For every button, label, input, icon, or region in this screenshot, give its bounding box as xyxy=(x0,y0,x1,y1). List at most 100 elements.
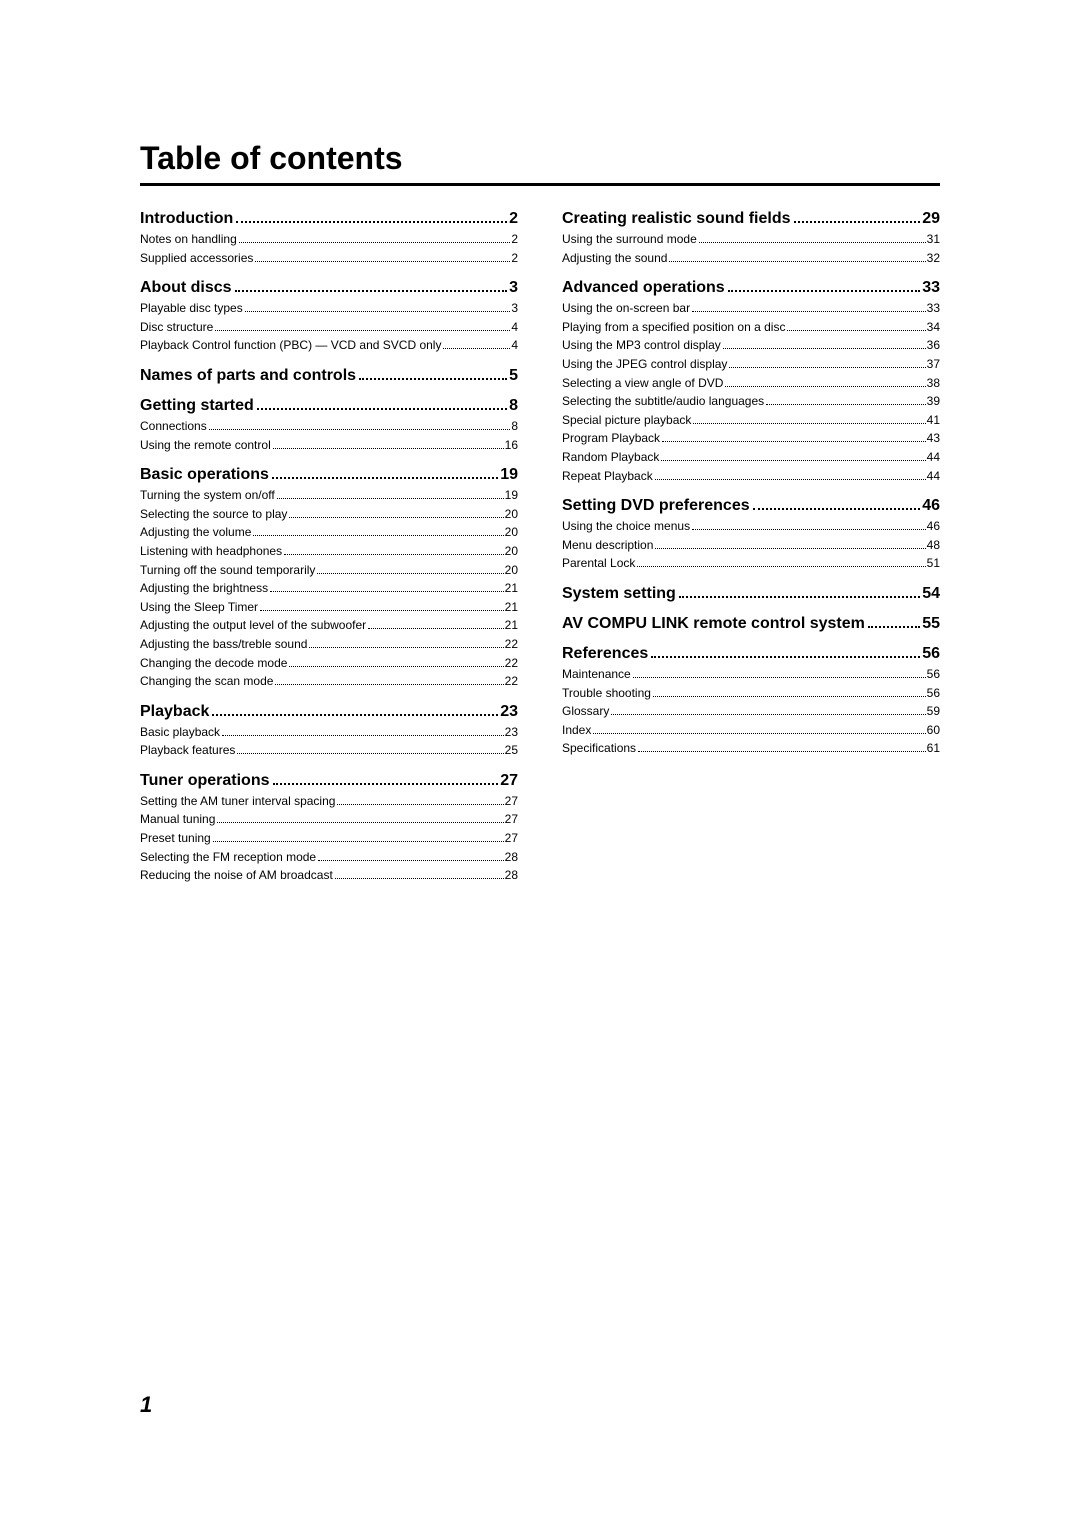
toc-leader-dots xyxy=(637,566,925,567)
toc-leader-dots xyxy=(239,242,511,243)
toc-leader-dots xyxy=(692,529,926,530)
toc-entry-page: 23 xyxy=(505,723,518,742)
toc-entry: Adjusting the volume20 xyxy=(140,523,518,542)
toc-section: Tuner operations27 xyxy=(140,772,518,790)
toc-leader-dots xyxy=(693,423,925,424)
toc-entry-page: 44 xyxy=(927,467,940,486)
toc-entry: Notes on handling2 xyxy=(140,230,518,249)
toc-entry-page: 22 xyxy=(505,654,518,673)
toc-entry-page: 37 xyxy=(927,355,940,374)
toc-section-page: 27 xyxy=(500,772,518,790)
toc-entry-page: 36 xyxy=(927,336,940,355)
toc-entry: Maintenance56 xyxy=(562,665,940,684)
toc-entry-title: Setting the AM tuner interval spacing xyxy=(140,792,335,811)
toc-entry: Setting the AM tuner interval spacing27 xyxy=(140,792,518,811)
toc-entry-title: Notes on handling xyxy=(140,230,237,249)
toc-section: Getting started8 xyxy=(140,397,518,415)
toc-section-page: 46 xyxy=(922,497,940,515)
toc-entry-page: 21 xyxy=(505,616,518,635)
toc-entry-title: Manual tuning xyxy=(140,810,215,829)
toc-entry: Index60 xyxy=(562,721,940,740)
toc-entry: Basic playback23 xyxy=(140,723,518,742)
toc-section: Creating realistic sound fields29 xyxy=(562,210,940,228)
toc-leader-dots xyxy=(725,386,925,387)
toc-leader-dots xyxy=(679,596,920,598)
toc-section-page: 5 xyxy=(509,367,518,385)
toc-entry-page: 32 xyxy=(927,249,940,268)
toc-entry-page: 20 xyxy=(505,542,518,561)
toc-entry: Repeat Playback44 xyxy=(562,467,940,486)
toc-entry-title: Using the remote control xyxy=(140,436,271,455)
toc-section-page: 29 xyxy=(922,210,940,228)
toc-entry-title: Listening with headphones xyxy=(140,542,282,561)
toc-column-right: Creating realistic sound fields29 Using t… xyxy=(562,210,940,885)
toc-leader-dots xyxy=(289,666,503,667)
toc-leader-dots xyxy=(692,311,926,312)
toc-entry-title: Using the on-screen bar xyxy=(562,299,690,318)
toc-section-title: Names of parts and controls xyxy=(140,367,356,385)
toc-section-page: 8 xyxy=(509,397,518,415)
toc-entry: Specifications61 xyxy=(562,739,940,758)
toc-entry-page: 25 xyxy=(505,741,518,760)
toc-leader-dots xyxy=(260,610,504,611)
toc-entry-title: Playing from a specified position on a d… xyxy=(562,318,785,337)
toc-entry-title: Program Playback xyxy=(562,429,660,448)
toc-entry: Selecting the source to play20 xyxy=(140,505,518,524)
toc-entry-page: 48 xyxy=(927,536,940,555)
toc-entry: Using the Sleep Timer21 xyxy=(140,598,518,617)
toc-leader-dots xyxy=(273,783,499,785)
toc-entry: Adjusting the brightness21 xyxy=(140,579,518,598)
toc-entry-page: 28 xyxy=(505,848,518,867)
toc-entry-title: Connections xyxy=(140,417,207,436)
toc-entry-page: 21 xyxy=(505,579,518,598)
toc-leader-dots xyxy=(651,656,920,658)
toc-entry-title: Specifications xyxy=(562,739,636,758)
toc-entry: Playable disc types3 xyxy=(140,299,518,318)
toc-entry: Playback features25 xyxy=(140,741,518,760)
toc-section-page: 19 xyxy=(500,466,518,484)
toc-entry-page: 4 xyxy=(511,318,518,337)
toc-entry-title: Menu description xyxy=(562,536,653,555)
toc-entry-page: 41 xyxy=(927,411,940,430)
toc-entry: Selecting the subtitle/audio languages39 xyxy=(562,392,940,411)
toc-section-title: Setting DVD preferences xyxy=(562,497,750,515)
toc-leader-dots xyxy=(275,684,503,685)
toc-leader-dots xyxy=(655,548,925,549)
toc-entry-title: Turning off the sound temporarily xyxy=(140,561,315,580)
toc-section: Basic operations19 xyxy=(140,466,518,484)
toc-entry: Random Playback44 xyxy=(562,448,940,467)
toc-entry: Changing the scan mode22 xyxy=(140,672,518,691)
toc-entry: Selecting the FM reception mode 28 xyxy=(140,848,518,867)
toc-leader-dots xyxy=(255,261,510,262)
toc-entry-title: Index xyxy=(562,721,591,740)
toc-column-left: Introduction2Notes on handling2Supplied … xyxy=(140,210,518,885)
toc-entry: Supplied accessories2 xyxy=(140,249,518,268)
toc-leader-dots xyxy=(638,751,926,752)
toc-leader-dots xyxy=(245,311,511,312)
toc-entry: Using the on-screen bar33 xyxy=(562,299,940,318)
toc-section: Setting DVD preferences 46 xyxy=(562,497,940,515)
toc-leader-dots xyxy=(277,498,504,499)
toc-entry-title: Parental Lock xyxy=(562,554,635,573)
toc-entry: Preset tuning27 xyxy=(140,829,518,848)
toc-section-page: 54 xyxy=(922,585,940,603)
toc-entry-title: Using the JPEG control display xyxy=(562,355,727,374)
toc-entry-page: 51 xyxy=(927,554,940,573)
toc-section-title: Introduction xyxy=(140,210,233,228)
toc-entry-page: 8 xyxy=(511,417,518,436)
toc-leader-dots xyxy=(669,261,925,262)
toc-leader-dots xyxy=(217,822,503,823)
toc-leader-dots xyxy=(662,441,926,442)
toc-entry-page: 3 xyxy=(511,299,518,318)
toc-entry: Program Playback43 xyxy=(562,429,940,448)
toc-entry: Playback Control function (PBC) — VCD an… xyxy=(140,336,518,355)
toc-entry: Connections 8 xyxy=(140,417,518,436)
toc-entry: Changing the decode mode22 xyxy=(140,654,518,673)
toc-entry-title: Using the MP3 control display xyxy=(562,336,721,355)
toc-leader-dots xyxy=(359,378,507,380)
toc-entry: Menu description 48 xyxy=(562,536,940,555)
toc-entry-title: Selecting the FM reception mode xyxy=(140,848,316,867)
toc-leader-dots xyxy=(253,535,503,536)
toc-leader-dots xyxy=(273,448,504,449)
toc-leader-dots xyxy=(222,735,504,736)
